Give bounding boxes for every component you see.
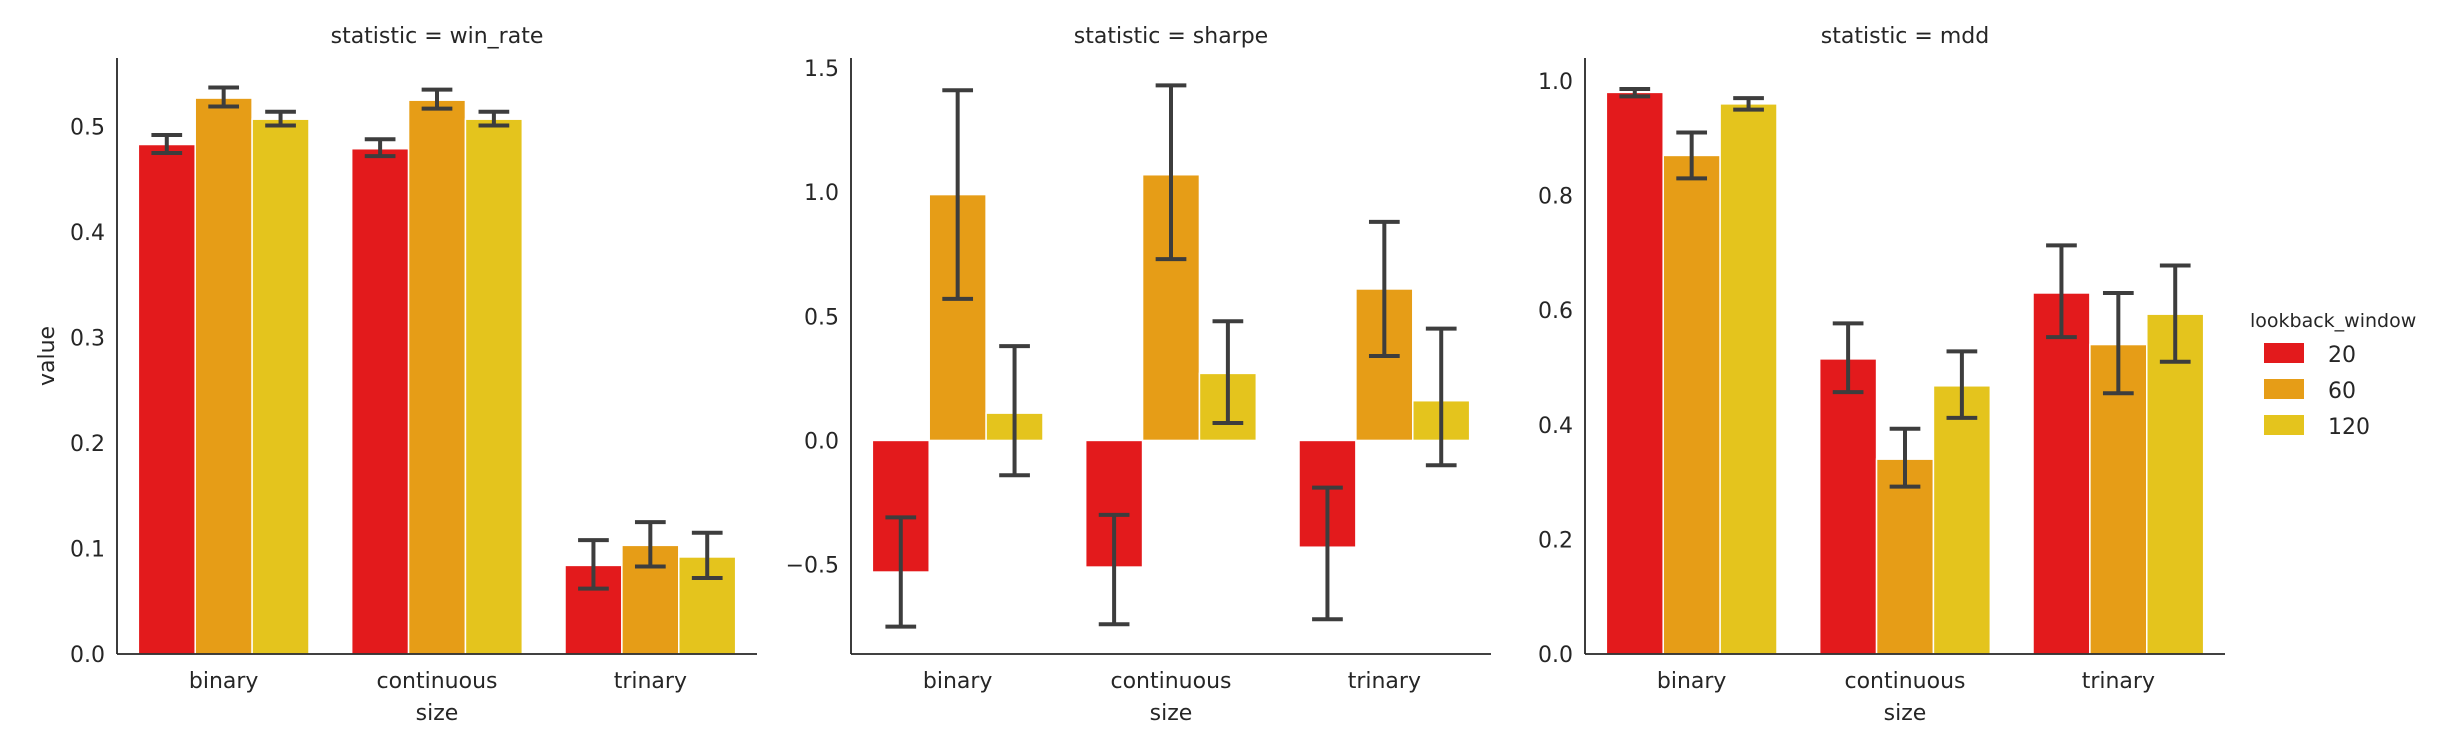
errorbar-binary-120 xyxy=(265,109,296,128)
bar-trinary-120 xyxy=(2146,313,2205,655)
x-tick-label-binary: binary xyxy=(923,669,993,694)
x-tick-label-trinary: trinary xyxy=(2082,669,2155,694)
x-tick-label-binary: binary xyxy=(189,669,259,694)
panel-sharpe: −0.5 0.0 0.5 1.0 1.5 binary continuous trinary s… xyxy=(786,24,1491,726)
panel-title: statistic = mdd xyxy=(1821,24,1989,49)
errorbar-binary-60 xyxy=(942,88,974,301)
errorbar-binary-60 xyxy=(1676,130,1708,181)
errorbar-trinary-120 xyxy=(1425,326,1457,468)
legend-swatch-120 xyxy=(2264,415,2304,435)
bar-trinary-60 xyxy=(2089,343,2148,655)
x-tick-label-continuous: continuous xyxy=(1845,669,1966,694)
legend-label-20: 20 xyxy=(2328,343,2356,368)
legend-title: lookback_window xyxy=(2250,310,2416,332)
bar-continuous-120 xyxy=(1932,385,1992,655)
y-tick-label: 0.0 xyxy=(70,643,105,668)
errorbar-continuous-60 xyxy=(1155,83,1187,262)
errorbar-binary-20 xyxy=(151,133,183,155)
bar-continuous-20 xyxy=(1818,358,1878,655)
panel-title: statistic = win_rate xyxy=(331,24,544,49)
errorbar-binary-20 xyxy=(1619,86,1651,99)
bar-trinary-20 xyxy=(2032,292,2091,655)
errorbar-trinary-120 xyxy=(2159,263,2191,364)
errorbar-trinary-20 xyxy=(1312,485,1343,622)
x-tick-label-continuous: continuous xyxy=(377,669,498,694)
bar-continuous-120 xyxy=(464,118,524,655)
bar-binary-120 xyxy=(251,118,310,655)
x-axis-title: size xyxy=(416,701,459,726)
y-tick-label: 0.1 xyxy=(70,538,105,563)
errorbar-continuous-20 xyxy=(364,137,396,159)
errorbar-trinary-120 xyxy=(691,530,723,581)
errorbar-trinary-20 xyxy=(578,538,609,591)
errorbar-continuous-120 xyxy=(1212,319,1244,426)
errorbar-continuous-120 xyxy=(478,109,510,128)
bar-continuous-20 xyxy=(350,147,410,655)
bar-binary-120 xyxy=(1719,103,1778,655)
panel-win-rate: 0.0 0.1 0.2 0.3 0.4 0.5 binary continuous trinar… xyxy=(35,24,757,726)
y-tick-label: 0.2 xyxy=(1538,528,1573,553)
y-tick-label: 0.6 xyxy=(1538,299,1573,324)
errorbar-binary-20 xyxy=(885,515,917,629)
x-tick-label-continuous: continuous xyxy=(1111,669,1232,694)
y-tick-label: 1.5 xyxy=(804,57,839,82)
y-tick-label: 0.2 xyxy=(70,432,105,457)
y-tick-label: 0.8 xyxy=(1538,185,1573,210)
y-tick-label: 1.0 xyxy=(804,181,839,206)
legend-label-120: 120 xyxy=(2328,415,2370,440)
bar-binary-60 xyxy=(194,97,253,655)
x-tick-label-binary: binary xyxy=(1657,669,1727,694)
errorbar-binary-120 xyxy=(999,344,1030,478)
x-tick-label-trinary: trinary xyxy=(1348,669,1421,694)
y-tick-label: 0.5 xyxy=(804,305,839,330)
errorbar-continuous-60 xyxy=(421,87,453,111)
bar-binary-60 xyxy=(1662,154,1721,655)
x-tick-label-trinary: trinary xyxy=(614,669,687,694)
legend-swatch-20 xyxy=(2264,343,2304,363)
errorbar-trinary-60 xyxy=(634,520,666,569)
errorbar-binary-60 xyxy=(208,85,240,109)
y-tick-label: 1.0 xyxy=(1538,70,1573,95)
legend-label-60: 60 xyxy=(2328,379,2356,404)
bar-binary-20 xyxy=(137,143,196,655)
errorbar-trinary-60 xyxy=(2102,290,2134,396)
panel-mdd: 0.0 0.2 0.4 0.6 0.8 1.0 binary continuous trinar… xyxy=(1538,24,2225,726)
errorbar-continuous-20 xyxy=(1832,321,1864,395)
y-tick-label: 0.5 xyxy=(70,116,105,141)
bar-continuous-60 xyxy=(407,99,467,655)
bar-binary-20 xyxy=(1605,91,1664,655)
y-tick-label: −0.5 xyxy=(786,554,839,579)
y-tick-label: 0.4 xyxy=(70,221,105,246)
x-axis-title: size xyxy=(1884,701,1927,726)
errorbar-trinary-20 xyxy=(2046,243,2077,340)
y-tick-label: 0.0 xyxy=(1538,643,1573,668)
legend-swatch-60 xyxy=(2264,379,2304,399)
legend: lookback_window 20 60 120 xyxy=(2250,310,2416,440)
y-tick-label: 0.3 xyxy=(70,327,105,352)
errorbar-continuous-120 xyxy=(1946,349,1978,420)
errorbar-continuous-60 xyxy=(1889,426,1921,489)
x-axis-title: size xyxy=(1150,701,1193,726)
errorbar-trinary-60 xyxy=(1368,219,1400,358)
panel-title: statistic = sharpe xyxy=(1074,24,1268,49)
y-axis-title: value xyxy=(35,326,60,386)
y-tick-label: 0.0 xyxy=(804,429,839,454)
y-tick-label: 0.4 xyxy=(1538,414,1573,439)
errorbar-binary-120 xyxy=(1733,96,1764,112)
errorbar-continuous-20 xyxy=(1098,512,1130,627)
